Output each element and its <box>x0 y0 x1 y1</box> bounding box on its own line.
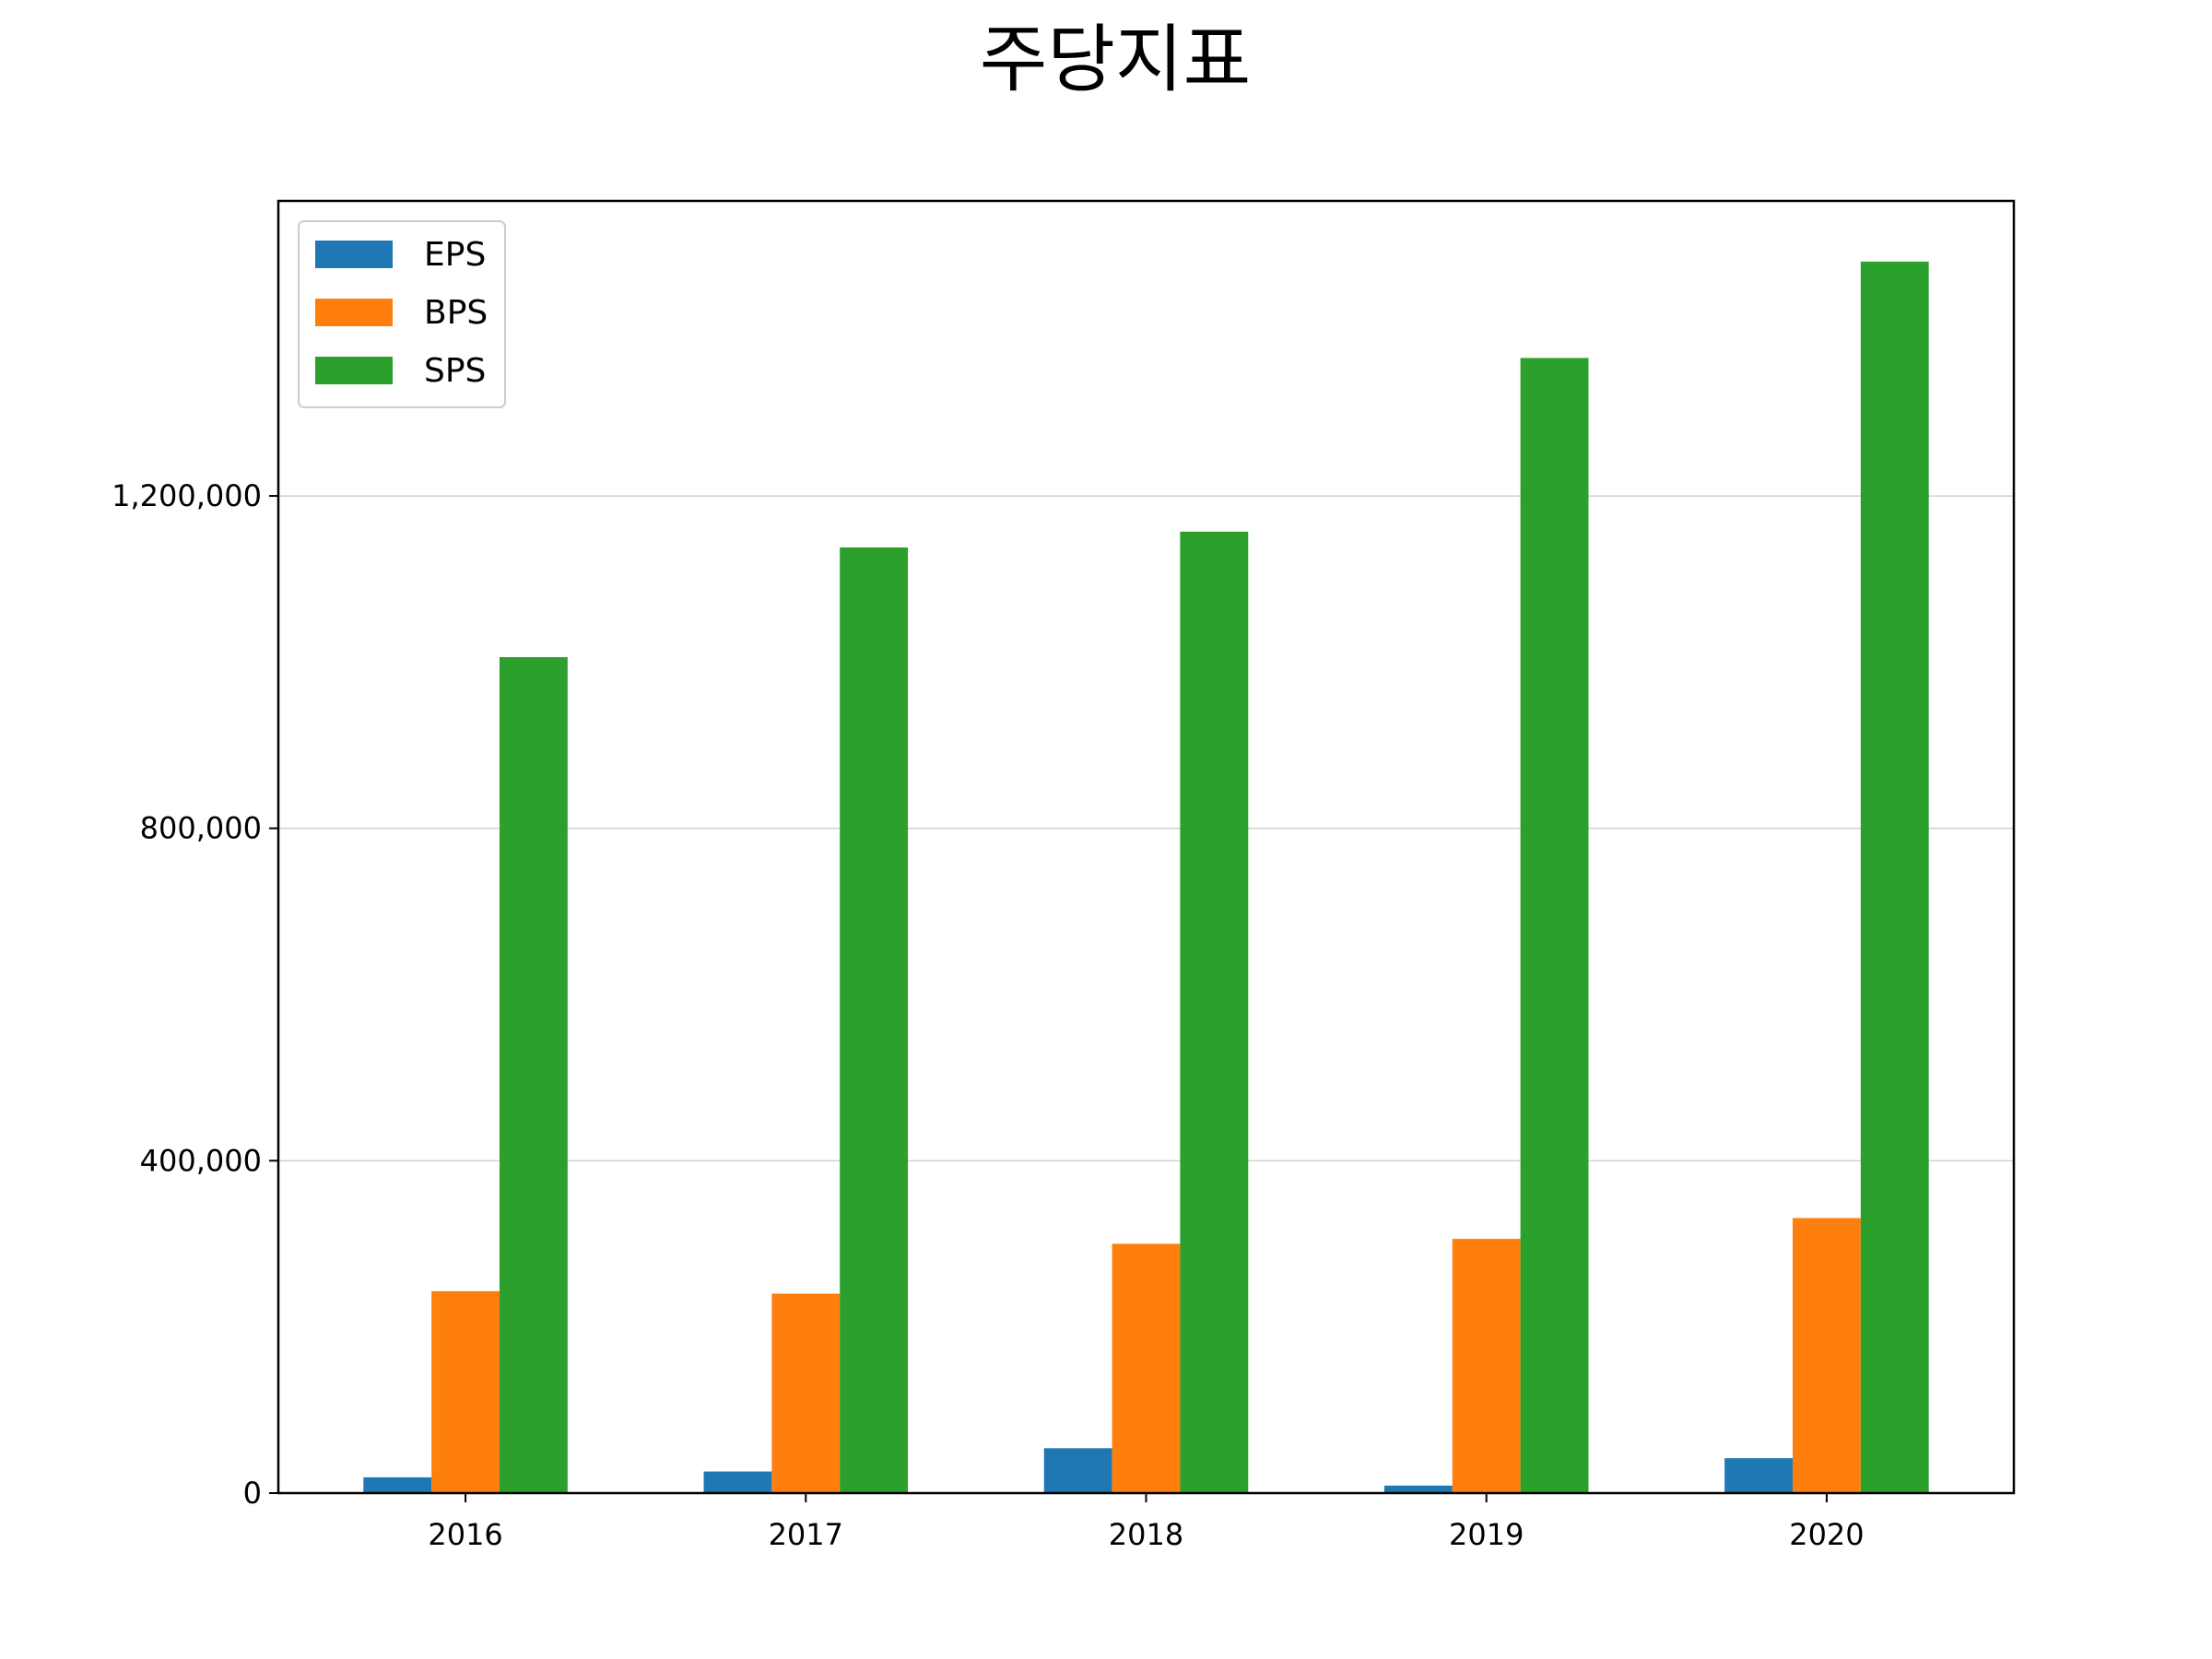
bar-eps-2018 <box>1043 1448 1112 1493</box>
x-tick-label: 2017 <box>769 1517 843 1552</box>
bar-sps-2018 <box>1180 531 1249 1493</box>
bars <box>363 261 1929 1494</box>
bar-bps-2020 <box>1793 1218 1861 1493</box>
bar-bps-2018 <box>1112 1243 1181 1493</box>
x-tick-label: 2019 <box>1449 1517 1524 1552</box>
x-tick-label: 2018 <box>1109 1517 1183 1552</box>
legend-swatch-sps <box>315 357 393 384</box>
y-tick-label: 800,000 <box>140 811 262 846</box>
bar-eps-2020 <box>1724 1458 1794 1493</box>
legend: EPS BPS SPS <box>298 220 506 408</box>
bar-bps-2019 <box>1452 1239 1521 1493</box>
chart-title: 주당지표 <box>980 17 1251 102</box>
y-tick-label: 0 <box>243 1476 262 1511</box>
bar-sps-2020 <box>1860 261 1929 1493</box>
y-tick-label: 1,200,000 <box>112 478 262 513</box>
bar-eps-2019 <box>1383 1485 1453 1493</box>
legend-label-eps: EPS <box>424 236 486 274</box>
x-tick-label: 2020 <box>1789 1517 1864 1552</box>
bar-bps-2016 <box>431 1290 500 1493</box>
bar-sps-2016 <box>499 656 568 1493</box>
bar-sps-2017 <box>840 547 909 1493</box>
bar-sps-2019 <box>1520 358 1589 1494</box>
x-tick-label: 2016 <box>428 1517 502 1552</box>
legend-swatch-bps <box>315 299 393 326</box>
bar-eps-2016 <box>363 1477 432 1493</box>
bar-eps-2017 <box>703 1471 772 1493</box>
y-tick-label: 400,000 <box>140 1143 262 1178</box>
legend-swatch-eps <box>315 241 393 268</box>
bar-bps-2017 <box>771 1293 841 1493</box>
legend-label-bps: BPS <box>424 294 488 332</box>
legend-label-sps: SPS <box>424 352 486 390</box>
axis-ticks: 0 400,000 800,000 1,200,000 2016 2017 2018 2019… <box>112 478 1865 1552</box>
